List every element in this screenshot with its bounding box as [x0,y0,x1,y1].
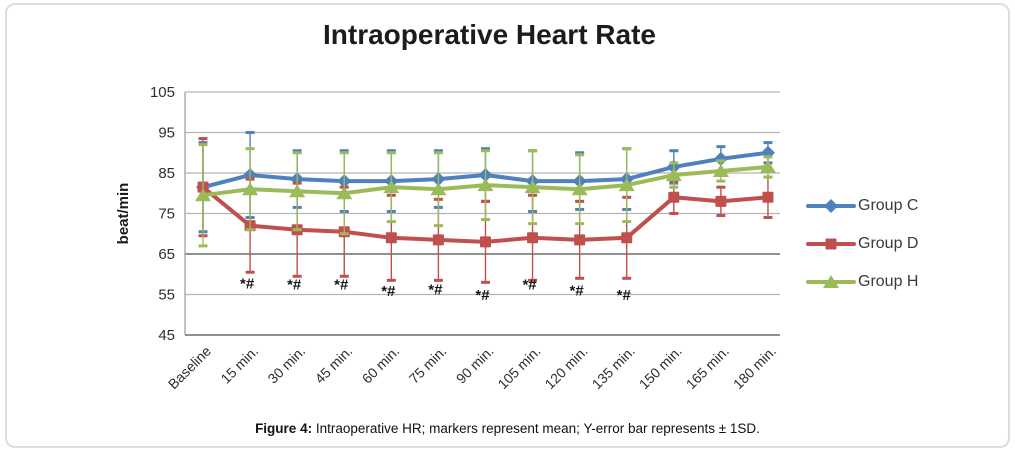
annotation-star-hash: *# [570,282,585,299]
annotation-star-hash: *# [240,275,255,292]
series-marker [712,163,729,177]
legend-label: Group C [858,197,919,214]
x-tick-label: 45 min. [312,343,356,387]
x-tick-label: 105 min. [494,343,543,392]
series-marker [571,182,588,196]
chart-canvas: 105 95 85 75 65 55 45 beat/min Baseline 15 min. 30… [115,84,780,392]
series-marker [432,234,444,246]
series-marker [289,184,306,198]
y-tick-label: 65 [158,246,175,263]
series-marker [385,232,397,244]
annotation-star-hash: *# [475,287,490,304]
series-marker [195,188,211,202]
y-tick-label: 105 [150,84,175,101]
y-tick-label: 55 [158,287,175,304]
annotation-star-hash: *# [522,277,537,294]
x-tick-label: Baseline [165,343,214,392]
figure-caption: Figure 4: Intraoperative HR; markers rep… [7,421,1008,436]
x-tick-label: 75 min. [406,343,450,387]
series-group-h [195,143,776,248]
legend-label: Group H [858,273,919,290]
legend-swatch-group-h [806,275,856,288]
y-tick-label: 45 [158,327,175,344]
caption-text: Intraoperative HR; markers represent mea… [312,421,760,436]
series-marker [479,236,491,248]
series-marker [621,232,633,244]
legend-item-group-d: Group D [806,231,918,257]
series-marker [668,191,680,203]
annotation-star-hash: *# [381,283,396,300]
x-tick-label: 15 min. [217,343,261,387]
y-tick-label: 75 [158,206,175,223]
x-tick-label: 150 min. [636,343,685,392]
legend: Group C Group D Group H [806,193,918,295]
series-marker [715,195,727,207]
caption-label: Figure 4: [255,421,313,436]
y-tick-label: 95 [158,125,175,142]
chart-title: Intraoperative Heart Rate [322,19,656,50]
x-tick-label: 165 min. [683,343,732,392]
x-tick-label: 90 min. [453,343,497,387]
series-marker [762,191,774,203]
legend-item-group-c: Group C [806,193,918,219]
annotation-star-hash: *# [428,282,443,299]
series-marker [665,168,682,182]
series-marker [477,178,494,192]
legend-item-group-h: Group H [806,269,918,295]
series-marker [383,180,400,194]
x-tick-label: 135 min. [589,343,638,392]
y-axis-title: beat/min [115,183,132,245]
x-tick-label: 30 min. [264,343,308,387]
series-marker [242,182,259,196]
x-tick-label: 60 min. [359,343,403,387]
series-marker [823,275,839,288]
series-marker [759,159,776,173]
legend-swatch-group-c [806,199,856,213]
annotation-star-hash: *# [287,277,302,294]
series-marker [336,186,353,200]
figure-card: Intraoperative Heart Rate 105 95 85 75 65 55 4… [5,3,1010,448]
x-tick-label: 120 min. [541,343,590,392]
y-tick-label: 85 [158,165,175,182]
series-marker [574,234,586,246]
series-marker [430,182,447,196]
series-marker [618,178,635,192]
annotation-star-hash: *# [617,287,632,304]
series-marker [824,199,838,213]
legend-swatch-group-d [806,238,856,250]
series-marker [825,238,837,250]
series-marker [524,180,541,194]
series-marker [527,232,539,244]
x-tick-label: 180 min. [730,343,779,392]
annotation-star-hash: *# [334,277,349,294]
legend-label: Group D [858,235,919,252]
